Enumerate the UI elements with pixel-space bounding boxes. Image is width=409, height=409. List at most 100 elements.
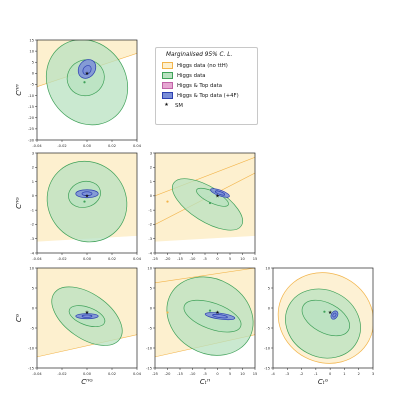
- y-tick-label: 1: [150, 180, 152, 184]
- legend-item-higgs: Higgs data: [162, 72, 206, 79]
- sm-point: ★: [328, 310, 333, 316]
- y-tick-label: 0: [32, 306, 35, 310]
- y-tick-label: -10: [28, 94, 35, 98]
- y-tick-label: -5: [30, 83, 34, 87]
- legend-label: SM: [175, 102, 183, 109]
- y-tick-label: 5: [150, 286, 152, 290]
- x-tick-label: 0.04: [133, 144, 142, 148]
- x-tick-label: 10: [240, 257, 245, 261]
- x-tick-label: -0.04: [32, 372, 42, 376]
- y-tick-label: -10: [146, 346, 153, 350]
- legend-swatch: [162, 92, 173, 99]
- x-tick-label: 0.04: [133, 372, 142, 376]
- y-tick-label: 0: [32, 194, 35, 198]
- y-tick-label: -1: [148, 208, 152, 212]
- y-tick-label: 0: [150, 194, 153, 198]
- panel-frame: [272, 267, 374, 369]
- panel-1: ★ -0.04 -0.02 0.00 0.02 0.04 -4 -3 -2 -1 0 1 2 3 Cᴴᴳ: [15, 151, 142, 261]
- plot-area: ★: [37, 268, 137, 358]
- sm-point: ★: [85, 193, 90, 199]
- y-tick-label: 5: [32, 286, 34, 290]
- best-fit-point-1: [323, 310, 326, 313]
- y-tick-label: 1: [32, 180, 34, 184]
- best-fit-point-1: [83, 81, 86, 84]
- y-tick-label: 5: [32, 61, 34, 65]
- x-axis-label: Cᴴᴳ: [81, 378, 93, 386]
- y-tick-label: -15: [264, 366, 270, 370]
- x-tick-label: -0.04: [32, 257, 42, 261]
- plot-area: ★: [37, 153, 137, 243]
- x-tick-label: 0.02: [108, 372, 116, 376]
- plot-area: ★: [277, 272, 373, 364]
- y-tick-label: -2: [30, 223, 34, 227]
- plot-area: ★: [155, 153, 255, 242]
- y-axis-label: Cᴴᴳ: [15, 197, 23, 209]
- legend-swatch: [162, 62, 173, 69]
- x-tick-label: 15: [253, 257, 258, 261]
- y-tick-label: -4: [148, 251, 152, 255]
- y-tick-label: 10: [147, 266, 152, 270]
- y-tick-label: -10: [264, 346, 271, 350]
- y-tick-label: -15: [146, 366, 152, 370]
- x-tick-label: -4: [271, 372, 275, 376]
- legend: Marginalised 95% C. L. Higgs data (no tt…: [155, 47, 258, 125]
- sm-point: ★: [85, 310, 90, 316]
- y-tick-label: -5: [148, 326, 152, 330]
- x-tick-label: -25: [152, 257, 158, 261]
- y-tick-label: -10: [28, 346, 35, 350]
- y-tick-label: 10: [29, 49, 34, 53]
- x-tick-label: -0.02: [57, 257, 66, 261]
- y-tick-label: 2: [150, 166, 152, 170]
- x-tick-label: 2: [358, 372, 360, 376]
- x-tick-label: 5: [229, 257, 231, 261]
- x-tick-label: -20: [165, 257, 172, 261]
- x-tick-label: 1: [343, 372, 345, 376]
- legend-label: Higgs & Top data: [177, 82, 222, 89]
- best-fit-point-1: [208, 201, 212, 205]
- contour-3: [214, 190, 226, 196]
- x-axis-label: Cₜᴳ: [318, 378, 329, 386]
- x-tick-label: 15: [253, 372, 258, 376]
- y-tick-label: 0: [150, 306, 153, 310]
- boundary-line-1: [155, 157, 255, 197]
- contour-2: [301, 299, 350, 337]
- best-fit-point-2: [166, 200, 169, 203]
- boundary-line-1: [155, 268, 255, 284]
- y-tick-label: -15: [28, 105, 34, 109]
- y-axis-label: Cᴴᴴ: [15, 84, 23, 96]
- x-axis-label: Cₜᴴ: [200, 378, 211, 386]
- y-tick-label: -2: [148, 223, 152, 227]
- y-tick-label: -3: [30, 237, 34, 241]
- legend-label: Higgs data: [177, 72, 206, 79]
- legend-item-higgs-no-tth: Higgs data (no ttH): [162, 62, 228, 69]
- y-tick-label: 10: [29, 266, 34, 270]
- x-tick-label: 0.00: [83, 257, 92, 261]
- sm-point: ★: [215, 310, 220, 316]
- y-tick-label: 2: [32, 166, 34, 170]
- x-tick-label: 0: [329, 372, 332, 376]
- sm-point: ★: [215, 193, 220, 199]
- x-tick-label: 3: [372, 372, 374, 376]
- legend-label: Higgs & Top data (+4F): [177, 92, 239, 99]
- y-tick-label: -4: [30, 251, 34, 255]
- legend-title: Marginalised 95% C. L.: [166, 52, 233, 58]
- x-tick-label: -5: [203, 257, 207, 261]
- y-tick-label: 3: [150, 151, 152, 155]
- panel-4: ★ -25 -20 -15 -10 -5 0 5 10 15 -15 -10 -5 0 5 10 Cₜᴴ: [146, 266, 258, 386]
- contour-3: [82, 65, 92, 75]
- y-tick-label: -15: [28, 366, 34, 370]
- x-tick-label: -15: [177, 372, 183, 376]
- panel-3: ★ -0.04 -0.02 0.00 0.02 0.04 -15 -10 -5 0 5 10 Cᴳ Cᴴᴳ: [15, 266, 142, 386]
- x-tick-label: 0.00: [83, 372, 92, 376]
- x-tick-label: -1: [314, 372, 318, 376]
- contour-3: [212, 313, 228, 319]
- x-tick-label: -3: [285, 372, 289, 376]
- plot-area: ★: [37, 40, 137, 126]
- y-tick-label: 10: [265, 266, 270, 270]
- x-tick-label: -25: [152, 372, 158, 376]
- x-tick-label: 10: [240, 372, 245, 376]
- y-tick-label: -3: [148, 237, 152, 241]
- sm-point: ★: [85, 71, 90, 77]
- contour-4: [332, 312, 337, 318]
- contour-3: [81, 314, 93, 318]
